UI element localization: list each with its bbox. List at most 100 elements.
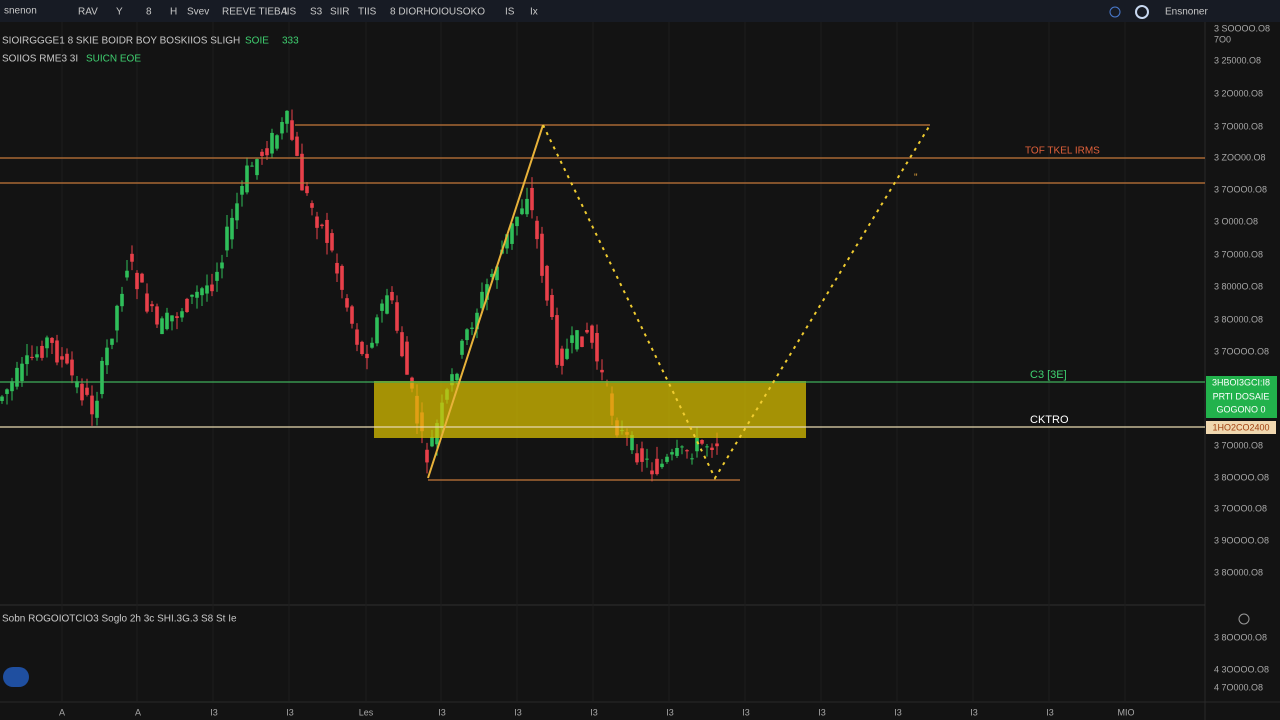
toolbar-item[interactable]: H [170,7,177,18]
candle-body [655,458,659,475]
logo[interactable] [3,667,29,687]
settings-icon[interactable] [1238,613,1250,625]
header-line: SIOIRGGGE1 8 SKIE BOIDR BOY BOSKIIOS SLI… [2,36,240,47]
price-label: 3 7O000.O8 [1214,440,1263,450]
candle-body [130,253,134,262]
icon[interactable] [1135,5,1149,19]
price-label: 3 SOOOO.O8 [1214,23,1270,33]
price-label: 3 8OOOO.O8 [1214,472,1269,482]
price-tag-text: 3HBOI3GCI:I8 [1212,377,1270,387]
candle-body [140,273,144,283]
toolbar-item[interactable]: Ix [530,7,538,18]
candle-body [165,312,169,330]
candle-body [80,383,84,401]
candle-body [425,449,429,463]
candle-body [405,341,409,375]
candle-body [230,217,234,240]
candle-body [660,463,664,468]
toolbar-item[interactable]: 8 DIORHOIOUSOKO [390,7,485,18]
candle-body [45,337,49,349]
candle-body [430,437,434,447]
time-label: I3 [514,707,522,717]
candle-body [105,347,109,366]
toolbar-item[interactable]: REEVE TIEBA [222,7,288,18]
candle-body [695,437,699,452]
time-label: I3 [1046,707,1054,717]
toolbar-item[interactable]: TIIS [358,7,377,18]
candle-body [450,374,454,386]
time-label: I3 [590,707,598,717]
candle-body [350,306,354,324]
time-label: I3 [818,707,826,717]
toolbar-item[interactable]: SIIR [330,7,349,18]
candle-body [90,395,94,415]
toolbar-item[interactable]: 8 [146,7,152,18]
candle-body [370,342,374,348]
candle-body [685,450,689,452]
toolbar-item[interactable]: S3 [310,7,323,18]
level-label: C3 [3E] [1030,369,1067,381]
price-label: 3 7OOOO.O8 [1214,346,1269,356]
candle-body [305,186,309,194]
toolbar-item[interactable]: IS [505,7,515,18]
symbol[interactable]: snenon [4,6,37,17]
candle-body [525,198,529,215]
candle-body [150,304,154,307]
candle-body [485,284,489,300]
toolbar-item[interactable]: Y [116,7,123,18]
candle-body [155,306,159,325]
price-tag [1206,376,1277,418]
toolbar-item[interactable]: RAV [78,7,98,18]
projection [542,124,931,481]
candle-body [590,325,594,343]
candle-body [510,223,514,244]
candle-body [250,165,254,167]
candle-body [595,332,599,362]
candle-body [60,356,64,360]
candle-body [630,435,634,451]
candle-body [535,220,539,240]
header-value: 333 [282,36,299,47]
candle-body [530,187,534,211]
candle-body [690,458,694,460]
icon[interactable] [1109,6,1121,18]
candle-body [160,318,164,335]
toolbar-item[interactable]: Svev [187,7,209,18]
candle-body [40,345,44,358]
account[interactable]: Ensnoner [1165,7,1208,18]
candle-body [650,470,654,475]
time-label: A [135,707,141,717]
candle-body [295,136,299,156]
toolbar-item[interactable]: IIS [284,7,297,18]
candle-body [560,348,564,366]
candle-body [265,148,269,156]
time-label: A [59,707,65,717]
candle-body [260,151,264,156]
candle-body [635,453,639,463]
candle-body [0,396,4,401]
candle-body [505,234,509,249]
time-label: I3 [286,707,294,717]
candle-body [675,447,679,456]
price-label: 3 7O000.O8 [1214,249,1263,259]
candle-body [395,302,399,331]
time-label: I3 [438,707,446,717]
candle-body [550,295,554,317]
candle-body [545,265,549,301]
candle-body [145,293,149,312]
candle-body [355,329,359,345]
candle-body [65,353,69,364]
candle-body [120,293,124,307]
candle-body [10,381,14,392]
candle-body [180,311,184,318]
time-label: Les [359,707,374,717]
candle-body [670,452,674,455]
candle-body [25,355,29,365]
candle-body [50,337,54,343]
candle-body [245,165,249,193]
candle-body [75,381,79,388]
candle-body [255,159,259,176]
candle-body [365,353,369,359]
